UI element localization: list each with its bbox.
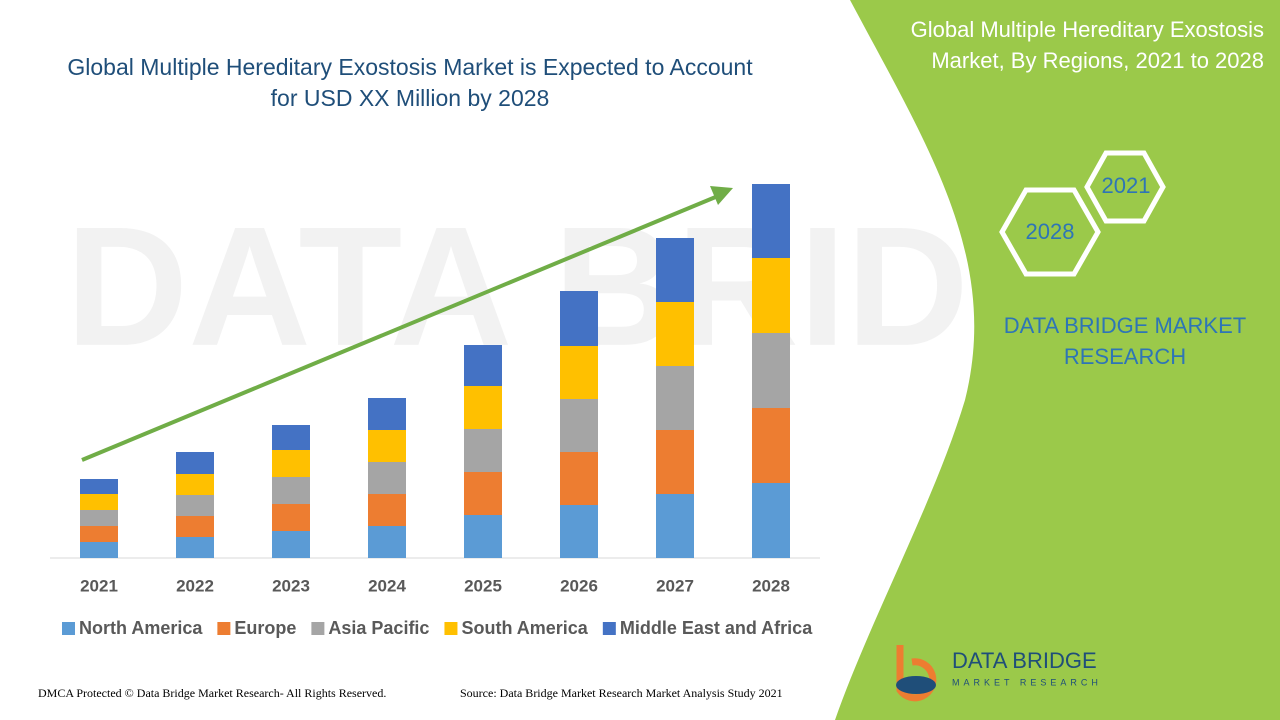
bar-segment (176, 537, 214, 558)
legend-swatch (311, 622, 325, 635)
trend-arrow (81, 194, 719, 462)
x-tick-label: 2026 (560, 576, 598, 595)
bar-segment (560, 399, 598, 452)
bar-segment (176, 452, 214, 474)
bar-segment (560, 452, 598, 505)
bar-segment (80, 510, 118, 526)
bar-segment (368, 462, 406, 494)
bar-segment (272, 450, 310, 477)
bar-segment (464, 345, 502, 386)
bar-segment (464, 472, 502, 515)
bar-segment (80, 526, 118, 542)
bar-segment (560, 505, 598, 558)
bar-segment (368, 494, 406, 526)
bar-segment (464, 515, 502, 558)
panel-title: Global Multiple Hereditary Exostosis Mar… (910, 17, 1264, 73)
bar-segment (656, 430, 694, 494)
legend-swatch (602, 622, 616, 635)
x-tick-label: 2024 (368, 576, 406, 595)
hexagon (1084, 150, 1166, 224)
bar-segment (464, 386, 502, 429)
legend-label: Middle East and Africa (620, 618, 813, 638)
legend-swatch (62, 622, 75, 635)
hex-label: 2021 (1102, 173, 1151, 198)
bar-segment (80, 479, 118, 494)
brand: DATA BRIDGE MARKET RESEARCH (1003, 313, 1247, 369)
bar-segment (368, 430, 406, 462)
x-tick-label: 2028 (752, 576, 790, 595)
legend-swatch (217, 622, 231, 635)
bar-segment (752, 184, 790, 258)
x-tick-label: 2025 (464, 576, 502, 595)
logo: DATA BRIDGE MARKET RESEARCH (896, 645, 1102, 702)
bar-segment (272, 477, 310, 504)
hexagon (999, 187, 1101, 277)
x-tick-label: 2022 (176, 576, 214, 595)
bar-segment (272, 425, 310, 450)
source: Source: Data Bridge Market Research Mark… (460, 686, 783, 700)
bar-segment (656, 494, 694, 558)
bar-segment (560, 346, 598, 399)
bar-segment (656, 302, 694, 366)
bar-segment (752, 333, 790, 408)
green-panel (835, 0, 1280, 720)
arrow-head (710, 186, 733, 205)
bar-segment (368, 526, 406, 558)
hex-label: 2028 (1026, 219, 1075, 244)
bar-segment (80, 542, 118, 558)
bar-segment (752, 483, 790, 558)
x-tick-label: 2023 (272, 576, 310, 595)
bar-segment (176, 495, 214, 516)
copyright: DMCA Protected © Data Bridge Market Rese… (38, 686, 387, 700)
bar-segment (752, 258, 790, 333)
bar-segment (368, 398, 406, 430)
logo-subtext: MARKET RESEARCH (952, 677, 1102, 687)
bar-segment (272, 531, 310, 558)
legend-label: South America (461, 618, 588, 638)
bar-segment (176, 516, 214, 537)
x-tick-label: 2027 (656, 576, 694, 595)
bar-segment (272, 504, 310, 531)
bar-segment (752, 408, 790, 483)
legend-swatch (444, 622, 458, 635)
legend-label: North America (79, 618, 203, 638)
bar-segment (656, 366, 694, 430)
bar-segment (80, 494, 118, 510)
bar-segment (464, 429, 502, 472)
logo-text: DATA BRIDGE (952, 648, 1097, 673)
legend-label: Europe (234, 618, 296, 638)
bar-segment (560, 291, 598, 346)
legend-label: Asia Pacific (328, 618, 429, 638)
chart-title: Global Multiple Hereditary Exostosis Mar… (67, 54, 753, 111)
x-tick-label: 2021 (80, 576, 118, 595)
bar-segment (176, 474, 214, 495)
bar-segment (656, 238, 694, 302)
